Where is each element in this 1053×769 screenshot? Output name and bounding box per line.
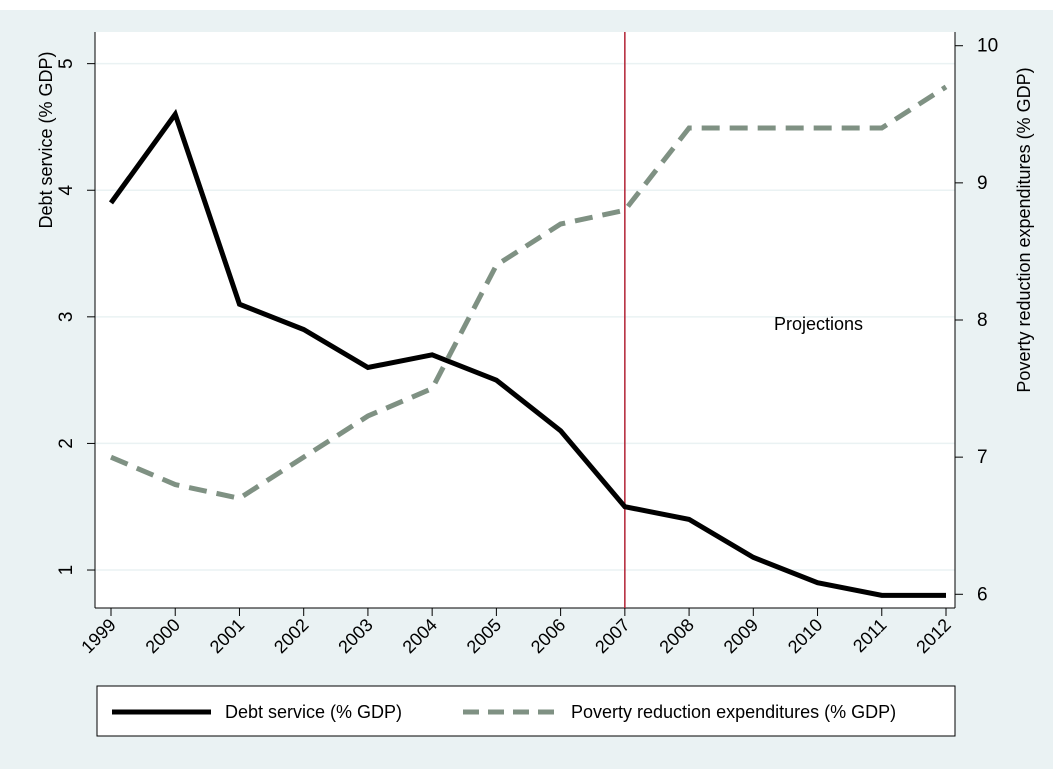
left-tick-label: 4 <box>56 185 77 196</box>
left-tick-label: 3 <box>56 312 77 323</box>
series-lines <box>108 84 948 598</box>
right-axis-label: Poverty reduction expenditures (% GDP) <box>1014 67 1034 392</box>
plot-area <box>95 32 955 608</box>
right-tick-label: 6 <box>977 584 988 605</box>
right-tick-label: 7 <box>977 447 988 468</box>
legend-label-poverty-reduction: Poverty reduction expenditures (% GDP) <box>571 702 896 722</box>
projections-annotation: Projections <box>774 314 863 334</box>
debt-service-line <box>108 108 946 598</box>
gridlines <box>95 62 955 571</box>
right-tick-label: 10 <box>977 36 998 57</box>
poverty-reduction-line <box>110 84 948 501</box>
legend: Debt service (% GDP) Poverty reduction e… <box>96 685 956 737</box>
right-tick-label: 8 <box>977 310 988 331</box>
left-tick-label: 2 <box>56 438 77 449</box>
left-tick-label: 5 <box>56 58 77 69</box>
cropped-caption-strip <box>0 0 1053 10</box>
right-tick-label: 9 <box>977 173 988 194</box>
left-tick-label: 1 <box>56 565 77 576</box>
legend-label-debt-service: Debt service (% GDP) <box>225 702 402 722</box>
left-axis-label: Debt service (% GDP) <box>36 51 56 228</box>
